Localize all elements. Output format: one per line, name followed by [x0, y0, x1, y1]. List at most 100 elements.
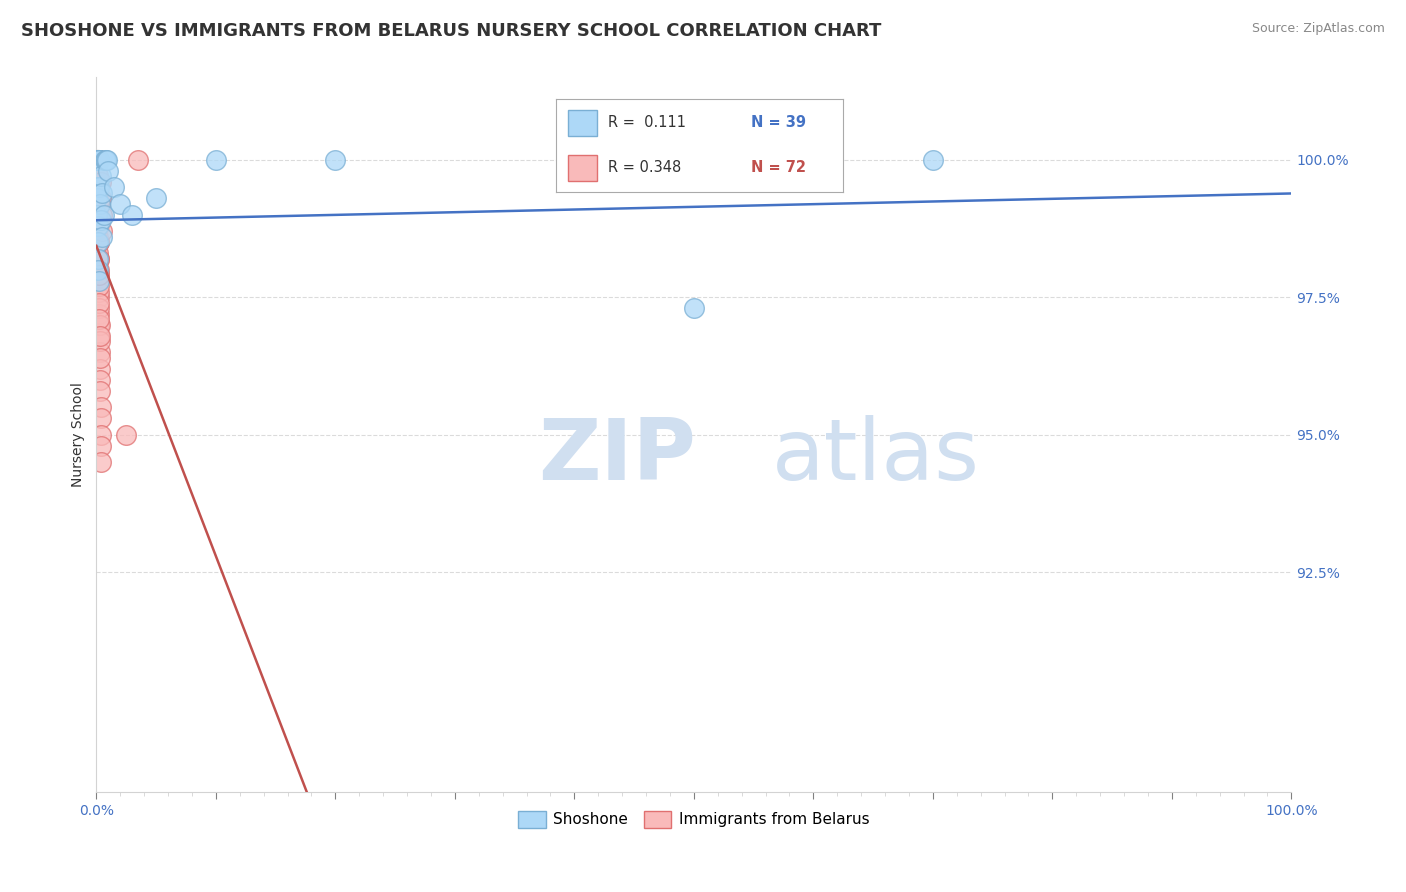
- Point: [145, 191, 167, 205]
- Point: [87, 153, 110, 167]
- Point: [87, 279, 110, 293]
- Point: [87, 153, 110, 167]
- Point: [87, 153, 110, 167]
- Point: [86, 191, 108, 205]
- Point: [87, 290, 110, 304]
- Point: [921, 153, 943, 167]
- Point: [90, 169, 112, 184]
- Point: [682, 301, 704, 316]
- Point: [87, 274, 110, 288]
- Point: [89, 345, 111, 359]
- Point: [87, 186, 110, 200]
- Point: [87, 252, 110, 266]
- Point: [87, 274, 110, 288]
- Point: [87, 153, 110, 167]
- Point: [87, 252, 110, 266]
- Point: [89, 328, 111, 343]
- Point: [86, 153, 108, 167]
- Point: [87, 235, 110, 250]
- Point: [87, 252, 110, 266]
- Point: [87, 235, 110, 250]
- Point: [90, 213, 112, 227]
- Point: [86, 153, 108, 167]
- Point: [89, 180, 111, 194]
- Point: [90, 427, 112, 442]
- Point: [87, 268, 110, 283]
- Point: [90, 455, 112, 469]
- Point: [86, 219, 108, 233]
- Point: [89, 197, 111, 211]
- Point: [89, 334, 111, 349]
- Point: [86, 153, 108, 167]
- Point: [96, 153, 118, 167]
- Point: [89, 384, 111, 398]
- Point: [86, 180, 108, 194]
- Point: [90, 224, 112, 238]
- Point: [86, 153, 108, 167]
- Point: [90, 401, 112, 415]
- Point: [325, 153, 347, 167]
- Point: [87, 153, 110, 167]
- Point: [87, 153, 110, 167]
- Point: [87, 219, 110, 233]
- Point: [87, 307, 110, 321]
- Point: [86, 153, 108, 167]
- Point: [110, 197, 132, 211]
- Point: [89, 301, 111, 316]
- Point: [87, 252, 110, 266]
- Point: [93, 208, 115, 222]
- Point: [87, 262, 110, 277]
- Point: [86, 153, 108, 167]
- Point: [86, 208, 108, 222]
- Point: [87, 202, 110, 217]
- Point: [89, 213, 111, 227]
- Point: [87, 262, 110, 277]
- Point: [87, 153, 110, 167]
- Point: [87, 186, 110, 200]
- Point: [86, 164, 108, 178]
- Point: [90, 230, 112, 244]
- Point: [86, 219, 108, 233]
- Point: [90, 411, 112, 425]
- Point: [86, 153, 108, 167]
- Point: [86, 191, 108, 205]
- Point: [90, 175, 112, 189]
- Point: [86, 180, 108, 194]
- Text: SHOSHONE VS IMMIGRANTS FROM BELARUS NURSERY SCHOOL CORRELATION CHART: SHOSHONE VS IMMIGRANTS FROM BELARUS NURS…: [21, 22, 882, 40]
- Point: [91, 208, 114, 222]
- Point: [90, 439, 112, 453]
- Point: [87, 295, 110, 310]
- Text: atlas: atlas: [772, 415, 980, 498]
- Point: [94, 153, 117, 167]
- Point: [89, 351, 111, 365]
- Point: [87, 153, 110, 167]
- Point: [86, 180, 108, 194]
- Point: [86, 153, 108, 167]
- Point: [91, 186, 114, 200]
- Point: [87, 219, 110, 233]
- Point: [205, 153, 228, 167]
- Point: [87, 153, 110, 167]
- Point: [87, 202, 110, 217]
- Point: [89, 285, 111, 299]
- Point: [87, 169, 110, 184]
- Point: [87, 262, 110, 277]
- Point: [86, 169, 108, 184]
- Point: [86, 153, 108, 167]
- Point: [87, 213, 110, 227]
- Text: Source: ZipAtlas.com: Source: ZipAtlas.com: [1251, 22, 1385, 36]
- Point: [87, 246, 110, 260]
- Point: [103, 180, 125, 194]
- Point: [86, 235, 108, 250]
- Point: [89, 361, 111, 376]
- Text: ZIP: ZIP: [538, 415, 696, 498]
- Point: [87, 180, 110, 194]
- Point: [115, 427, 138, 442]
- Point: [87, 153, 110, 167]
- Y-axis label: Nursery School: Nursery School: [72, 383, 86, 487]
- Point: [89, 318, 111, 332]
- Point: [86, 153, 108, 167]
- Point: [86, 208, 108, 222]
- Point: [89, 197, 111, 211]
- Point: [89, 373, 111, 387]
